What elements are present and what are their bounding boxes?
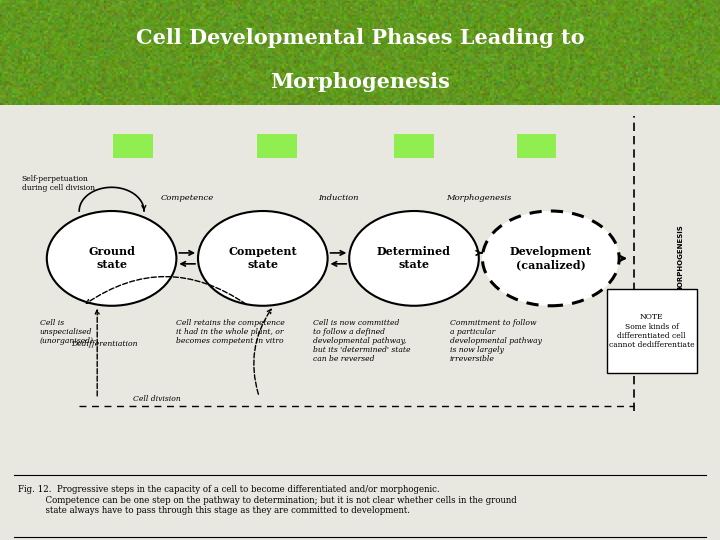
Ellipse shape (482, 211, 619, 306)
Text: MORPHOGENESIS: MORPHOGENESIS (678, 224, 683, 293)
Text: Cell Developmental Phases Leading to: Cell Developmental Phases Leading to (135, 28, 585, 48)
Text: Competence: Competence (161, 194, 214, 202)
Ellipse shape (198, 211, 328, 306)
Text: Morphogenesis: Morphogenesis (270, 72, 450, 92)
Text: Competent
state: Competent state (228, 246, 297, 271)
Text: Determined
state: Determined state (377, 246, 451, 271)
Ellipse shape (349, 211, 479, 306)
Text: Ground
state: Ground state (88, 246, 135, 271)
Text: Cell is
unspecialised
(unorganised): Cell is unspecialised (unorganised) (40, 319, 94, 345)
Text: Self-perpetuation
during cell division: Self-perpetuation during cell division (22, 175, 95, 192)
Text: Cell retains the competence
it had in the whole plant, or
becomes competent in v: Cell retains the competence it had in th… (176, 319, 285, 345)
FancyBboxPatch shape (606, 289, 697, 373)
Text: Cell division: Cell division (133, 395, 181, 403)
Bar (258, 134, 297, 158)
Text: Cell is now committed
to follow a defined
developmental pathway,
but its 'determ: Cell is now committed to follow a define… (313, 319, 410, 363)
Text: Induction: Induction (318, 194, 359, 202)
Text: Fig. 12.  Progressive steps in the capacity of a cell to become differentiated a: Fig. 12. Progressive steps in the capaci… (18, 485, 517, 515)
Bar (114, 134, 153, 158)
Text: Development
(canalized): Development (canalized) (510, 246, 592, 271)
Text: Dedifferentiation: Dedifferentiation (71, 340, 138, 348)
Bar (517, 134, 557, 158)
Text: Commitment to follow
a particular
developmental pathway
is now largely
irreversi: Commitment to follow a particular develo… (450, 319, 542, 363)
Text: NOTE
Some kinds of
differentiated cell
cannot dedifferentiate: NOTE Some kinds of differentiated cell c… (609, 314, 694, 349)
Ellipse shape (47, 211, 176, 306)
Bar (395, 134, 433, 158)
Text: Morphogenesis: Morphogenesis (446, 194, 511, 202)
